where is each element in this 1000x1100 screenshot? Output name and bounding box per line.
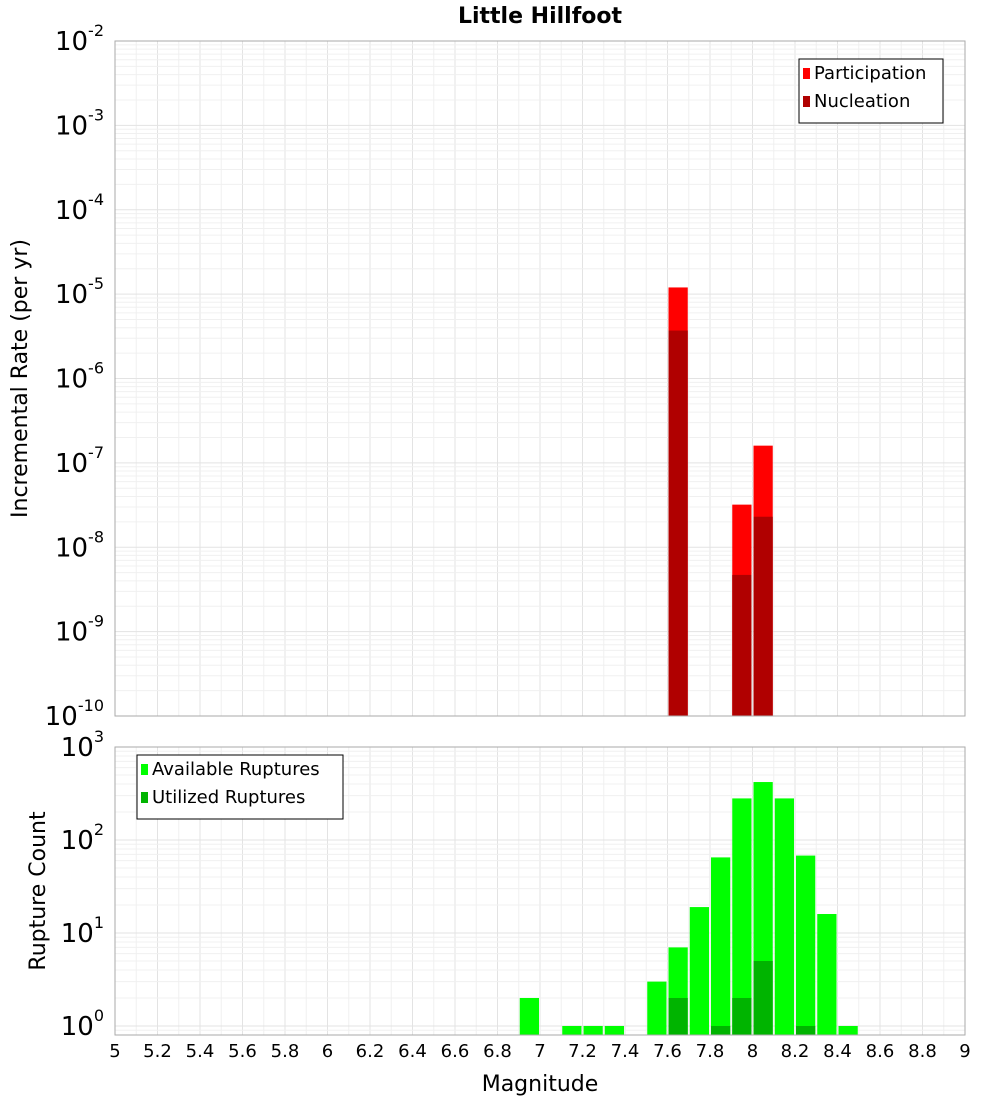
lower-bar — [604, 1025, 624, 1035]
upper-grid — [114, 40, 966, 717]
x-tick-label: 8.6 — [866, 1041, 895, 1062]
upper-bar — [732, 574, 752, 716]
lower-bar — [647, 981, 667, 1035]
x-tick-label: 9 — [959, 1041, 970, 1062]
upper-bar — [753, 516, 773, 716]
lower-bar — [711, 1025, 731, 1035]
x-tick-label: 6.8 — [483, 1041, 512, 1062]
x-tick-label: 5.2 — [143, 1041, 172, 1062]
lower-bar — [732, 798, 752, 1035]
upper-series-1 — [668, 330, 773, 716]
upper-y-tick-label: 10-2 — [55, 21, 104, 57]
upper-plot-frame — [114, 40, 966, 717]
lower-plot-frame — [114, 746, 966, 1036]
lower-legend-swatch — [141, 792, 148, 803]
x-tick-label: 8 — [747, 1041, 758, 1062]
lower-bar — [732, 997, 752, 1035]
upper-y-tick-label: 10-6 — [55, 359, 104, 395]
lower-bar — [796, 855, 816, 1035]
x-tick-label: 5.6 — [228, 1041, 257, 1062]
upper-legend: Participation Nucleation — [798, 58, 944, 124]
lower-bar — [817, 914, 837, 1035]
x-tick-label: 6.2 — [356, 1041, 385, 1062]
x-tick-label: 5 — [109, 1041, 120, 1062]
lower-bar — [774, 798, 794, 1035]
upper-y-tick-label: 10-10 — [45, 696, 104, 732]
lower-y-tick-label: 101 — [61, 913, 104, 949]
x-tick-label: 6.4 — [398, 1041, 427, 1062]
upper-panel: 10-10 10-9 10-8 10-7 10-6 10-5 10-4 10-3 10-2 Inc… — [8, 4, 966, 732]
lower-bar — [689, 907, 709, 1035]
upper-legend-box — [798, 58, 944, 124]
upper-legend-label: Nucleation — [814, 91, 910, 112]
lower-y-tick-label: 102 — [61, 820, 104, 856]
lower-legend: Available Ruptures Utilized Ruptures — [136, 754, 344, 820]
x-tick-label: 5.4 — [186, 1041, 215, 1062]
upper-y-ticks: 10-10 10-9 10-8 10-7 10-6 10-5 10-4 10-3 10-2 — [45, 21, 104, 732]
lower-bar — [838, 1025, 858, 1035]
x-tick-label: 7.2 — [568, 1041, 597, 1062]
lower-bar — [519, 997, 539, 1035]
x-tick-label: 7.8 — [696, 1041, 725, 1062]
lower-y-axis-title: Rupture Count — [26, 811, 51, 971]
lower-legend-swatch — [141, 764, 148, 775]
upper-y-tick-label: 10-5 — [55, 274, 104, 310]
lower-bar — [668, 997, 688, 1035]
lower-legend-label: Utilized Ruptures — [152, 787, 305, 808]
lower-panel: 100 101 102 103 Rupture Count Available Ruptu… — [26, 727, 971, 1097]
x-tick-label: 8.4 — [823, 1041, 852, 1062]
x-axis-title: Magnitude — [482, 1072, 599, 1097]
x-tick-label: 8.2 — [781, 1041, 810, 1062]
lower-y-ticks: 100 101 102 103 — [61, 727, 104, 1042]
lower-bar — [583, 1025, 603, 1035]
x-tick-label: 8.8 — [908, 1041, 937, 1062]
upper-y-tick-label: 10-9 — [55, 612, 104, 648]
upper-y-tick-label: 10-3 — [55, 105, 104, 141]
lower-y-tick-label: 103 — [61, 727, 104, 763]
x-tick-label: 6 — [322, 1041, 333, 1062]
lower-bar — [753, 960, 773, 1035]
upper-y-tick-label: 10-7 — [55, 443, 104, 479]
x-tick-label: 7.6 — [653, 1041, 682, 1062]
chart-title: Little Hillfoot — [458, 4, 623, 29]
upper-y-tick-label: 10-8 — [55, 527, 104, 563]
upper-legend-swatch — [803, 68, 810, 79]
lower-x-ticks: 5 5.2 5.4 5.6 5.8 6 6.2 6.4 6.6 6.8 7 7.2 7.4 7.6 7.8 8… — [109, 1041, 970, 1062]
upper-y-axis-title: Incremental Rate (per yr) — [8, 239, 33, 518]
lower-bar — [711, 857, 731, 1035]
x-tick-label: 7 — [534, 1041, 545, 1062]
upper-legend-label: Participation — [814, 63, 926, 84]
lower-y-tick-label: 100 — [61, 1006, 104, 1042]
x-tick-label: 5.8 — [271, 1041, 300, 1062]
lower-legend-label: Available Ruptures — [152, 759, 320, 780]
x-tick-label: 7.4 — [611, 1041, 640, 1062]
lower-series-1 — [668, 960, 816, 1035]
lower-bar — [562, 1025, 582, 1035]
upper-bar — [668, 330, 688, 716]
lower-legend-box — [136, 754, 344, 820]
lower-bar — [796, 1025, 816, 1035]
upper-y-tick-label: 10-4 — [55, 190, 104, 226]
upper-legend-swatch — [803, 96, 810, 107]
x-tick-label: 6.6 — [441, 1041, 470, 1062]
